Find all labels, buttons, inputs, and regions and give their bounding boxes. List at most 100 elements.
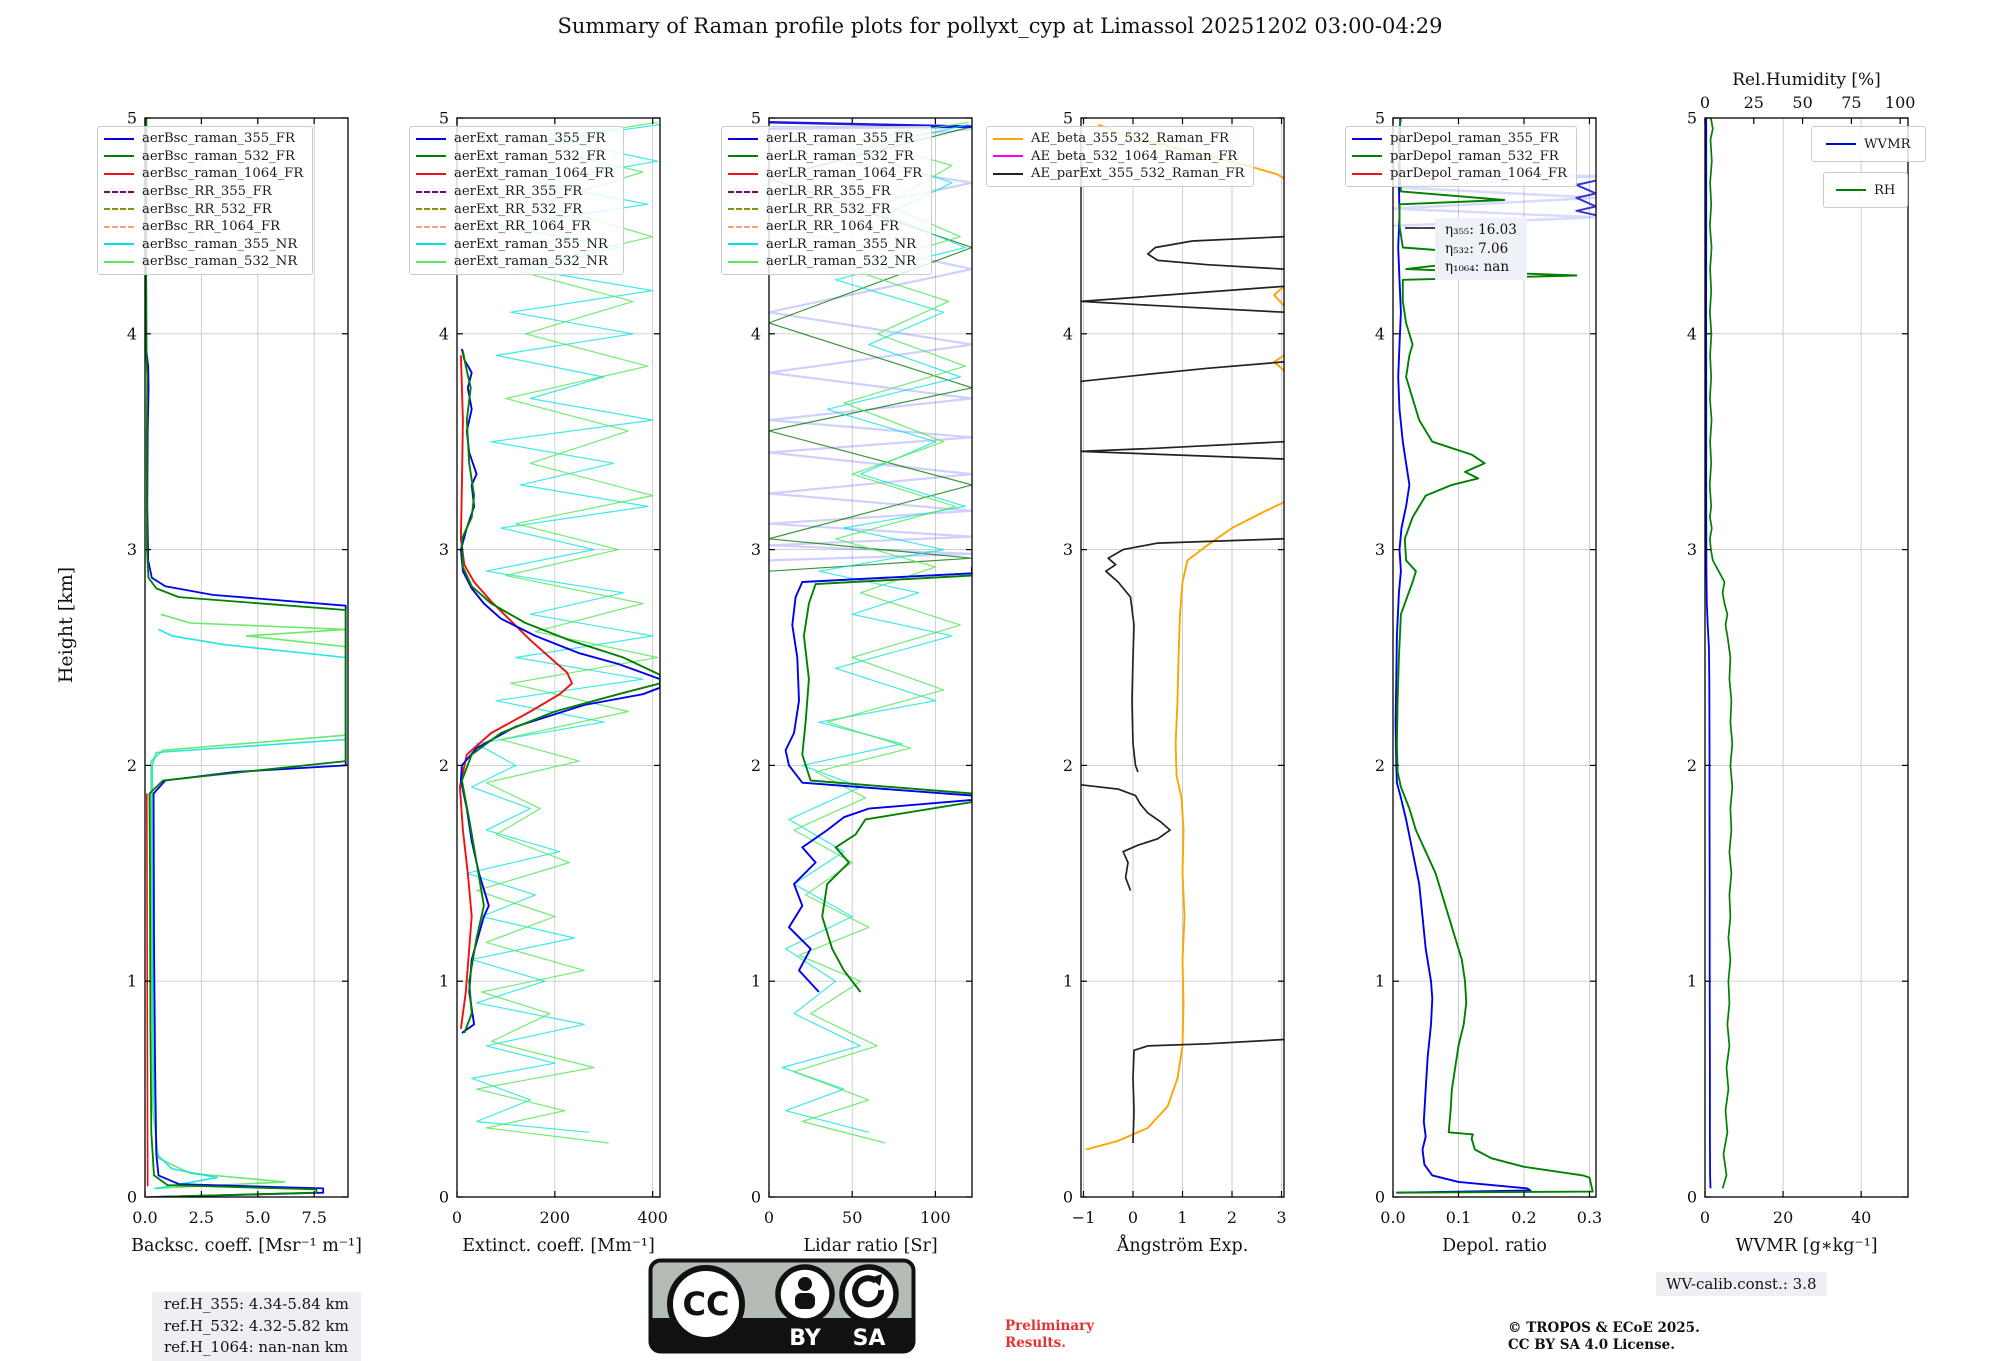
legend-line-sample: [416, 137, 446, 140]
legend-label: aerBsc_raman_532_NR: [142, 254, 298, 270]
legend-item: aerBsc_raman_532_NR: [104, 253, 303, 271]
series-AE_parExt_segE: [1081, 361, 1284, 383]
y-tick-label: 2: [127, 756, 137, 775]
legend-label: parDepol_raman_355_FR: [1390, 131, 1559, 147]
legend-label: aerLR_RR_532_FR: [766, 201, 891, 217]
lidar-ratio-plot-area: 0 50 100 0 1 2 3 4 5: [751, 109, 973, 1227]
cc-license-badge: CC BY SA: [648, 1258, 916, 1358]
y-tick-label: 2: [439, 756, 449, 775]
preliminary-results-note: Preliminary Results.: [1005, 1318, 1094, 1352]
x-tick-label: 200: [540, 1208, 571, 1227]
legend-item: parDepol_raman_1064_FR: [1352, 165, 1567, 183]
legend-label: aerLR_raman_355_FR: [766, 131, 914, 147]
legend-box: aerExt_raman_355_FR aerExt_raman_532_FR ae…: [409, 126, 624, 275]
legend-item: aerExt_RR_532_FR: [416, 200, 614, 218]
legend-label: aerExt_raman_1064_FR: [454, 166, 614, 182]
series-aerExt_raman_532_FR: [460, 350, 660, 1034]
x-tick-label: 0.3: [1577, 1208, 1602, 1227]
eta-532-value: η₅₃₂: 7.06: [1445, 240, 1509, 257]
series-AE_parExt_segB: [1081, 783, 1171, 891]
legend-item: aerLR_RR_1064_FR: [728, 218, 922, 236]
legend-line-sample: [993, 172, 1023, 175]
legend-label: AE_beta_355_532_Raman_FR: [1031, 131, 1229, 147]
legend-item: aerExt_raman_532_NR: [416, 253, 614, 271]
legend-line-sample: [416, 243, 446, 246]
x-tick-label: 0: [1700, 1208, 1710, 1227]
legend-line-sample: [104, 155, 134, 158]
figure-title: Summary of Raman profile plots for polly…: [557, 14, 1443, 38]
x-tick-label: 1: [1177, 1208, 1187, 1227]
y-tick-label: 1: [439, 972, 449, 991]
legend-label: aerLR_raman_355_NR: [766, 236, 917, 252]
y-tick-label: 4: [1063, 324, 1073, 343]
series-aerBsc_raman_355_NR: [151, 628, 347, 1190]
legend-line-sample: [728, 260, 758, 263]
series-parDepol_raman_532_FR: [1395, 118, 1594, 1194]
chart-panel-extinction: 0 200 400 0 1 2 3 4 5 aerExt_raman_355_FR aerExt_…: [409, 68, 700, 1318]
x-tick-label: 2: [1227, 1208, 1237, 1227]
series-aerBsc_raman_532_NR: [150, 613, 347, 1190]
y-tick-label: 3: [1063, 540, 1073, 559]
x-tick-label: 2.5: [189, 1208, 214, 1227]
cc-icon: CC: [667, 1265, 745, 1343]
chart-panel-depolarization: 0.0 0.1 0.2 0.3 0 1 2 3 4 5 parDepol_raman_355_FR…: [1345, 68, 1636, 1318]
annotation-leader-line: [1405, 227, 1435, 229]
legend-label: aerLR_raman_1064_FR: [766, 166, 923, 182]
legend-item: aerLR_RR_532_FR: [728, 200, 922, 218]
legend-item: WVMR: [1826, 133, 1911, 155]
legend-line-sample: [104, 137, 134, 140]
legend-item: aerLR_raman_355_FR: [728, 130, 922, 148]
legend-label: parDepol_raman_1064_FR: [1390, 166, 1568, 182]
y-tick-label: 0: [439, 1188, 449, 1207]
legend-item: aerBsc_RR_532_FR: [104, 200, 303, 218]
backscatter-plot-area: 0.0 2.5 5.0 7.5 0 1 2 3 4 5: [127, 109, 349, 1227]
legend-line-sample: [728, 155, 758, 158]
series-aerBsc_raman_1064_FR: [146, 793, 149, 1187]
legend-label: aerLR_RR_1064_FR: [766, 219, 899, 235]
y-tick-label: 5: [1687, 109, 1697, 128]
legend-item: parDepol_raman_355_FR: [1352, 130, 1567, 148]
legend-item: aerBsc_raman_1064_FR: [104, 165, 303, 183]
top-tick-label: 25: [1744, 93, 1764, 112]
x-tick-label: 5.0: [245, 1208, 270, 1227]
legend-label: aerExt_RR_355_FR: [454, 184, 583, 200]
ref-height-355: ref.H_355: 4.34-5.84 km: [164, 1295, 349, 1313]
x-tick-label: 0.0: [1380, 1208, 1405, 1227]
x-tick-label: 0.2: [1511, 1208, 1536, 1227]
top-tick-label: 0: [1700, 93, 1710, 112]
preliminary-line1: Preliminary: [1005, 1318, 1095, 1334]
sa-arrow-icon: [839, 1264, 899, 1324]
legend-item: AE_beta_532_1064_Raman_FR: [993, 148, 1244, 166]
legend-line-sample: [993, 137, 1023, 140]
x-tick-label: −1: [1072, 1208, 1096, 1227]
y-tick-label: 4: [1687, 324, 1697, 343]
cc-badge-graphic: CC BY SA: [648, 1258, 916, 1354]
legend-box: RH: [1823, 172, 1909, 208]
series-AE_parExt_segA: [1132, 1038, 1284, 1144]
x-tick-label: 0.1: [1446, 1208, 1471, 1227]
legend-line-sample: [104, 208, 134, 211]
y-axis-label: Height [km]: [55, 566, 77, 684]
y-tick-label: 0: [1375, 1188, 1385, 1207]
legend-line-sample: [728, 172, 758, 175]
y-tick-label: 3: [1375, 540, 1385, 559]
x-tick-label: 0.0: [132, 1208, 157, 1227]
eta-annotation-box: η₃₅₅: 16.03 η₅₃₂: 7.06 η₁₀₆₄: nan: [1435, 218, 1527, 280]
legend-item: aerExt_raman_355_NR: [416, 236, 614, 254]
depolarization-plot-area: 0.0 0.1 0.2 0.3 0 1 2 3 4 5: [1375, 109, 1602, 1228]
legend-line-sample: [104, 190, 134, 193]
eta-355-value: η₃₅₅: 16.03: [1445, 222, 1517, 238]
x-tick-label: 3: [1276, 1208, 1286, 1227]
legend-line-sample: [104, 225, 134, 228]
copyright-line2: CC BY SA 4.0 License.: [1508, 1337, 1675, 1353]
legend-line-sample: [416, 225, 446, 228]
legend-line-sample: [416, 155, 446, 158]
legend-item: aerExt_RR_355_FR: [416, 183, 614, 201]
legend-label: AE_beta_532_1064_Raman_FR: [1031, 148, 1238, 164]
x-tick-label: 0: [1128, 1208, 1138, 1227]
y-tick-label: 4: [127, 324, 137, 343]
series-aerLR_raman_532_FR: [801, 574, 972, 993]
y-tick-label: 4: [439, 324, 449, 343]
legend-item: parDepol_raman_532_FR: [1352, 148, 1567, 166]
legend-label: aerExt_raman_532_NR: [454, 254, 608, 270]
